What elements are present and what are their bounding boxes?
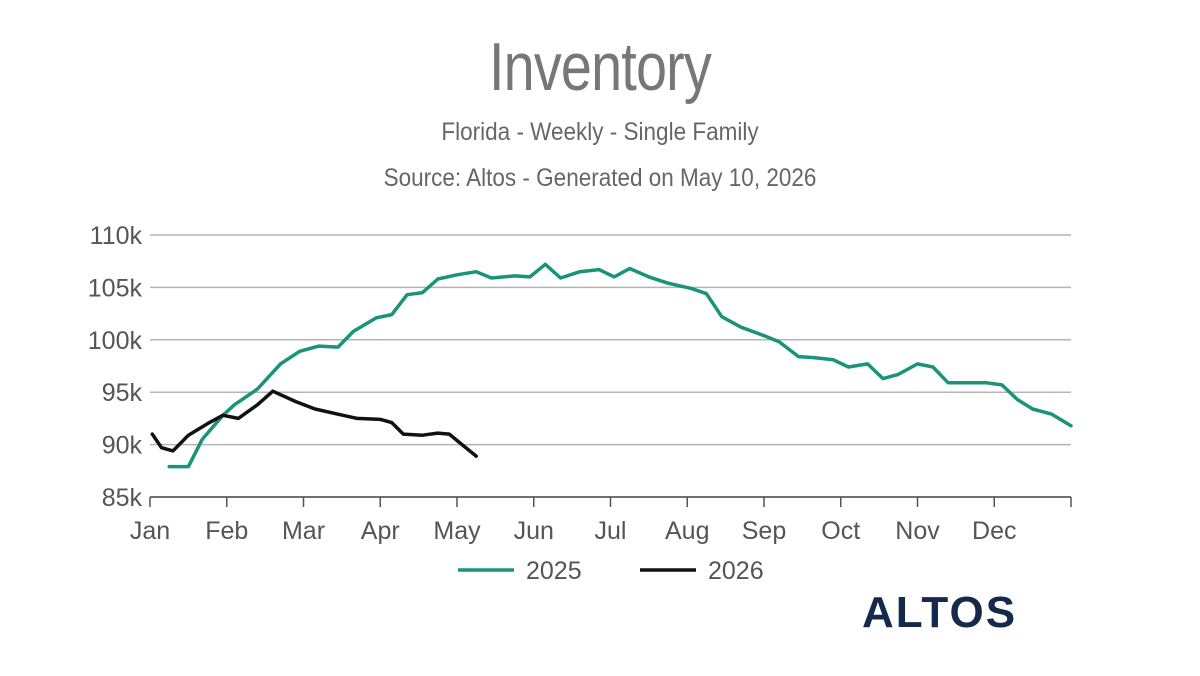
chart-title: Inventory: [489, 29, 712, 105]
chart-source: Source: Altos - Generated on May 10, 202…: [383, 164, 817, 192]
x-tick-label: Dec: [972, 517, 1016, 545]
x-tick-label: Feb: [205, 517, 248, 545]
x-tick-label: Aug: [665, 517, 709, 545]
series-lines: [150, 262, 1073, 469]
x-tick-label: Mar: [282, 517, 325, 545]
chart-subtitle: Florida - Weekly - Single Family: [441, 118, 759, 146]
series-line-2026: [150, 389, 478, 458]
legend: 2025 2026: [458, 557, 764, 585]
y-tick-label: 85k: [102, 484, 143, 512]
x-tick-label: Apr: [361, 517, 400, 545]
x-tick-label: Oct: [821, 517, 860, 545]
y-tick-label: 110k: [90, 222, 143, 250]
series-line-2025: [167, 262, 1073, 469]
x-tick-label: Sep: [742, 517, 786, 545]
y-tick-label: 90k: [102, 432, 143, 460]
legend-label-2026: 2026: [708, 557, 764, 585]
x-tick-label: Jun: [514, 517, 554, 545]
y-tick-label: 105k: [88, 274, 143, 302]
x-tick-label: May: [433, 517, 481, 545]
y-tick-label: 95k: [102, 379, 143, 407]
x-tick-label: Jul: [595, 517, 627, 545]
y-tick-label: 100k: [88, 327, 143, 355]
altos-logo: ALTOS: [862, 588, 1018, 637]
x-tick-label: Nov: [895, 517, 940, 545]
legend-label-2025: 2025: [526, 557, 582, 585]
y-axis-ticks: 85k 90k 95k 100k 105k 110k: [88, 222, 143, 512]
x-axis: Jan Feb Mar Apr May Jun Jul Aug Sep Oct Nov Dec: [130, 496, 1072, 545]
x-tick-label: Jan: [130, 517, 170, 545]
